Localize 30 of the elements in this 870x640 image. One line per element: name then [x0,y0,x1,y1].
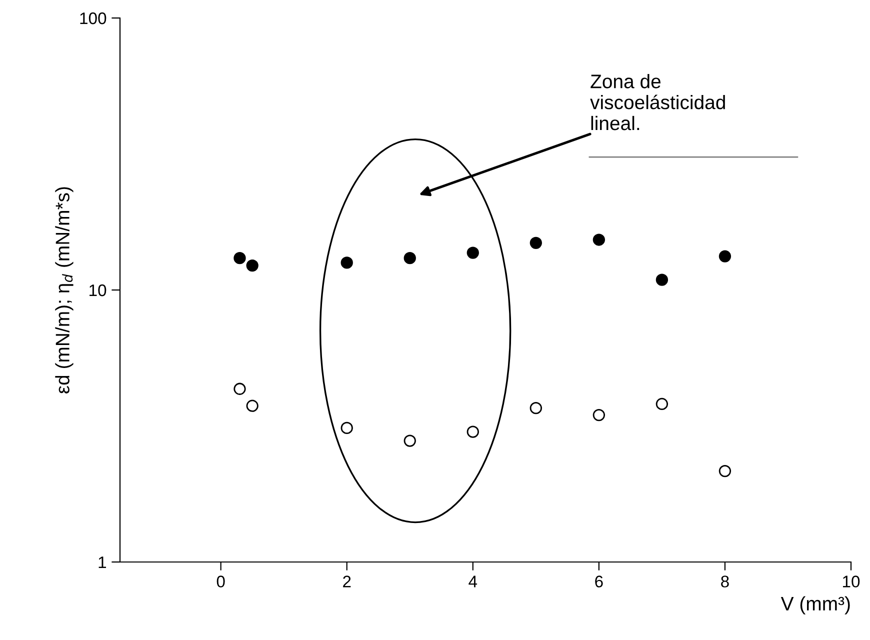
point [404,434,416,447]
point [656,398,668,410]
x-axis-title: V (mm³) [780,596,850,614]
point [718,250,732,262]
point [234,252,246,264]
point [530,402,542,414]
x-tick-label: 0 [216,576,225,588]
point [718,464,732,478]
point [404,252,416,264]
y-tick-label: 1 [98,556,106,568]
point [530,236,542,249]
point [466,246,479,259]
point [234,382,246,395]
annotation: Zona de viscoelásticidad lineal. [590,74,725,130]
x-tick-label: 10 [843,576,860,588]
point [340,422,353,434]
point [466,426,479,438]
x-tick-label: 2 [343,576,351,588]
point [592,408,606,422]
point [340,256,353,269]
x-tick-label: 8 [721,576,729,588]
x-tick-label: 4 [468,576,478,588]
y-tick-label: 100 [80,12,106,24]
point [656,274,668,286]
y-tick-label: 10 [90,284,106,296]
y-axis-title: εd (mN/m); η$_{d}$ (mN/m*s) [55,187,74,394]
x-tick-label: 6 [595,576,603,588]
point [246,400,258,412]
point [592,234,606,246]
point [246,259,258,272]
